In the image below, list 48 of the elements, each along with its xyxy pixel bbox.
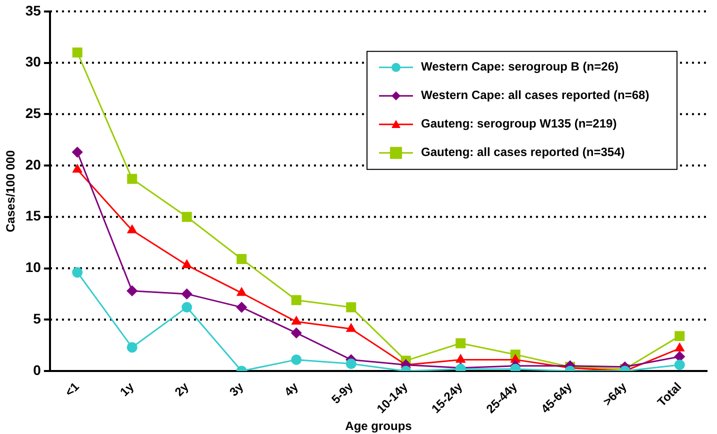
legend-label: Gauteng: serogroup W135 (n=219) [421, 116, 617, 131]
point [72, 267, 83, 278]
point [674, 360, 685, 370]
point [510, 354, 520, 363]
point [127, 224, 137, 234]
legend-label: Gauteng: all cases reported (n=354) [421, 145, 625, 160]
y-tick-label: 25 [25, 105, 42, 121]
point [291, 295, 302, 306]
point [236, 254, 247, 264]
point [182, 288, 192, 300]
y-tick-label: 10 [25, 259, 42, 276]
y-tick-label: 20 [25, 156, 42, 172]
y-tick-label: 15 [25, 208, 42, 224]
point [674, 343, 684, 352]
point [346, 358, 356, 370]
point [346, 302, 356, 312]
point [182, 212, 192, 222]
point [346, 324, 356, 332]
point [674, 351, 685, 362]
legend-label: Western Cape: serogroup B (n=26) [421, 60, 618, 74]
point [72, 164, 82, 173]
point [236, 302, 247, 313]
point [127, 174, 138, 184]
point [456, 354, 466, 363]
point [456, 338, 466, 348]
point [126, 342, 138, 353]
y-axis-title: Cases/100 000 [4, 150, 18, 232]
x-tick-label: 3y [226, 379, 246, 399]
y-tick-label: 5 [33, 310, 42, 326]
point [182, 260, 192, 268]
legend-label: Western Cape: all cases reported (n=68) [421, 88, 650, 102]
x-tick-label: 1y [117, 379, 137, 399]
y-tick-label: 35 [25, 2, 42, 18]
point [291, 328, 302, 338]
point [182, 302, 192, 313]
x-tick-label: 4y [281, 379, 302, 399]
y-tick-label: 30 [25, 54, 42, 70]
x-tick-label: 2y [172, 379, 192, 399]
point [72, 146, 83, 158]
y-tick-label: 0 [33, 362, 42, 378]
point [236, 288, 246, 296]
point [292, 316, 302, 325]
point [126, 286, 138, 296]
point [674, 331, 685, 342]
point [72, 48, 82, 58]
x-axis-title: Age groups [345, 419, 412, 434]
x-tick-label: <1 [62, 379, 82, 400]
point [291, 354, 302, 365]
